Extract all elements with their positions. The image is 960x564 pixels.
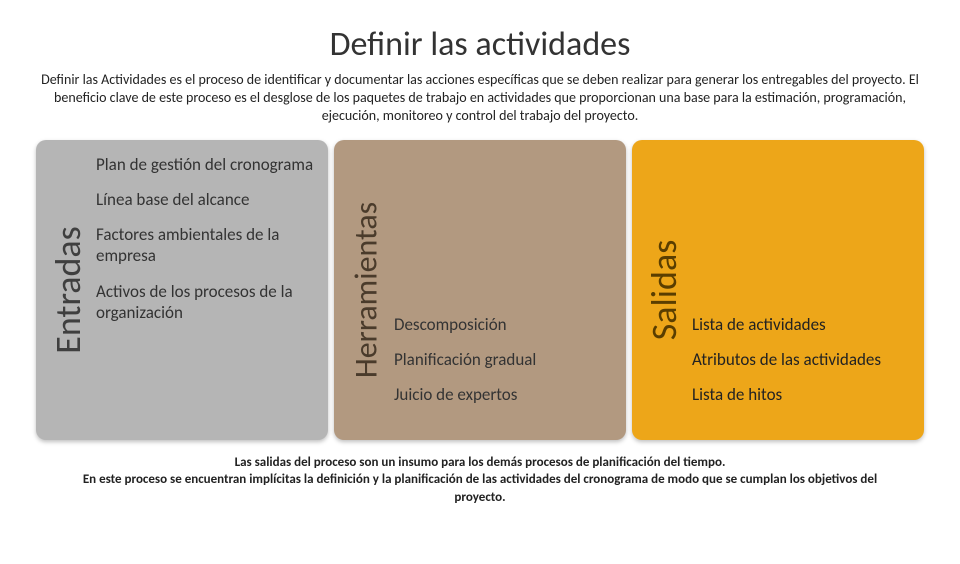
list-item: Descomposición (394, 314, 612, 335)
footer-line: Las salidas del proceso son un insumo pa… (235, 455, 726, 470)
card-herramientas: Herramientas Descomposición Planificació… (334, 140, 626, 440)
label-salidas: Salidas (642, 239, 686, 340)
list-salidas: Lista de actividades Atributos de las ac… (692, 314, 910, 420)
list-item: Activos de los procesos de la organizaci… (96, 281, 314, 324)
page-subtitle: Definir las Actividades es el proceso de… (0, 71, 960, 126)
page-title: Definir las actividades (0, 24, 960, 65)
card-entradas: Entradas Plan de gestión del cronograma … (36, 140, 328, 440)
columns-container: Entradas Plan de gestión del cronograma … (0, 140, 960, 440)
list-item: Lista de hitos (692, 384, 910, 405)
list-item: Plan de gestión del cronograma (96, 154, 314, 175)
footer-note: Las salidas del proceso son un insumo pa… (0, 440, 960, 507)
label-entradas: Entradas (46, 226, 90, 354)
list-item: Planificación gradual (394, 349, 612, 370)
list-item: Lista de actividades (692, 314, 910, 335)
footer-line: En este proceso se encuentran implícitas… (83, 472, 877, 505)
label-herramientas: Herramientas (347, 201, 386, 377)
list-entradas: Plan de gestión del cronograma Línea bas… (96, 154, 314, 338)
list-item: Atributos de las actividades (692, 349, 910, 370)
list-item: Juicio de expertos (394, 384, 612, 405)
list-item: Línea base del alcance (96, 189, 314, 210)
list-item: Factores ambientales de la empresa (96, 224, 314, 267)
card-salidas: Salidas Lista de actividades Atributos d… (632, 140, 924, 440)
list-herramientas: Descomposición Planificación gradual Jui… (394, 314, 612, 420)
